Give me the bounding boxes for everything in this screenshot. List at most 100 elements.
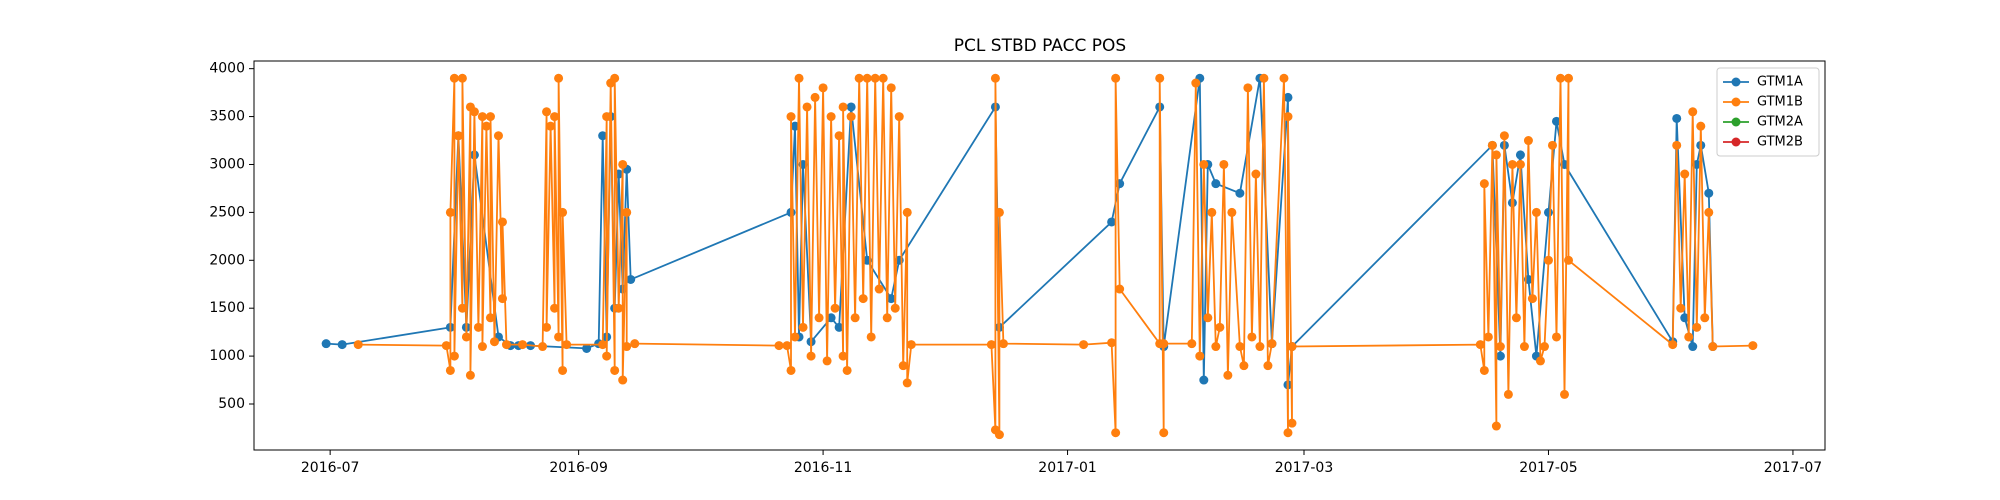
data-point	[1287, 418, 1297, 428]
data-point	[1700, 313, 1710, 323]
data-point	[1115, 179, 1125, 189]
data-point	[1479, 365, 1489, 375]
data-point	[1551, 332, 1561, 342]
data-point	[822, 356, 832, 366]
data-point	[1159, 339, 1169, 349]
data-point	[1708, 342, 1718, 352]
data-point	[353, 340, 363, 350]
data-point	[1211, 179, 1221, 189]
data-point	[846, 102, 856, 112]
data-point	[834, 131, 844, 141]
data-point	[838, 102, 848, 112]
data-point	[457, 73, 467, 83]
data-point	[1079, 340, 1089, 350]
data-point	[1287, 342, 1297, 352]
data-point	[782, 341, 792, 351]
data-point	[618, 159, 628, 169]
data-point	[1531, 207, 1541, 217]
data-point	[1491, 150, 1501, 160]
data-point	[886, 83, 896, 93]
data-point	[882, 313, 892, 323]
data-point	[1219, 159, 1229, 169]
data-point	[630, 339, 640, 349]
data-point	[1283, 428, 1293, 438]
y-tick-label: 1000	[209, 348, 245, 364]
data-point	[550, 303, 560, 313]
data-point	[602, 351, 612, 361]
data-point	[1543, 207, 1553, 217]
data-point	[810, 92, 820, 102]
data-point	[337, 340, 347, 350]
data-point	[986, 340, 996, 350]
data-point	[1487, 140, 1497, 150]
data-point	[1507, 159, 1517, 169]
data-point	[1547, 140, 1557, 150]
data-point	[994, 430, 1004, 440]
data-point	[794, 73, 804, 83]
data-point	[558, 365, 568, 375]
data-point	[1491, 421, 1501, 431]
data-point	[321, 339, 331, 349]
data-point	[854, 73, 864, 83]
data-point	[1748, 341, 1758, 351]
data-point	[1483, 332, 1493, 342]
legend-label: GTM2B	[1757, 135, 1803, 150]
data-point	[826, 313, 836, 323]
data-point	[1688, 342, 1698, 352]
plot-area	[321, 73, 1758, 440]
data-point	[1495, 351, 1505, 361]
data-point	[1255, 342, 1265, 352]
data-point	[1191, 78, 1201, 88]
data-point	[1668, 340, 1678, 350]
data-point	[1263, 361, 1273, 371]
data-point	[538, 342, 548, 352]
x-tick-label: 2016-07	[301, 460, 360, 476]
series-line	[358, 78, 1753, 435]
data-point	[1672, 140, 1682, 150]
data-point	[802, 102, 812, 112]
data-point	[786, 365, 796, 375]
data-point	[774, 341, 784, 351]
data-point	[473, 322, 483, 332]
data-point	[1523, 136, 1533, 146]
data-point	[1564, 255, 1574, 265]
data-point	[445, 365, 455, 375]
data-point	[622, 207, 632, 217]
data-point	[1215, 322, 1225, 332]
data-point	[1251, 169, 1261, 179]
data-point	[878, 73, 888, 83]
data-point	[1235, 342, 1245, 352]
data-point	[1187, 339, 1197, 349]
data-point	[501, 340, 511, 350]
y-tick-label: 3000	[209, 156, 245, 172]
legend-marker	[1731, 117, 1741, 127]
data-point	[1475, 340, 1485, 350]
data-point	[1704, 207, 1714, 217]
data-point	[481, 121, 491, 131]
data-point	[469, 107, 479, 117]
data-point	[1680, 313, 1690, 323]
data-point	[902, 378, 912, 388]
data-point	[1535, 356, 1545, 366]
data-point	[846, 112, 856, 122]
data-point	[1203, 313, 1213, 323]
data-point	[457, 303, 467, 313]
data-point	[806, 351, 816, 361]
legend-label: GTM1A	[1757, 75, 1803, 90]
data-point	[902, 207, 912, 217]
data-point	[1515, 159, 1525, 169]
data-point	[1684, 332, 1694, 342]
data-point	[994, 207, 1004, 217]
data-point	[1519, 342, 1529, 352]
data-point	[1207, 207, 1217, 217]
data-point	[441, 341, 451, 351]
data-point	[546, 121, 556, 131]
data-point	[497, 294, 507, 304]
y-tick-label: 1500	[209, 300, 245, 316]
data-point	[554, 73, 564, 83]
data-point	[1692, 322, 1702, 332]
legend-label: GTM1B	[1757, 95, 1803, 110]
data-point	[542, 107, 552, 117]
data-point	[582, 343, 592, 353]
data-point	[1247, 332, 1257, 342]
